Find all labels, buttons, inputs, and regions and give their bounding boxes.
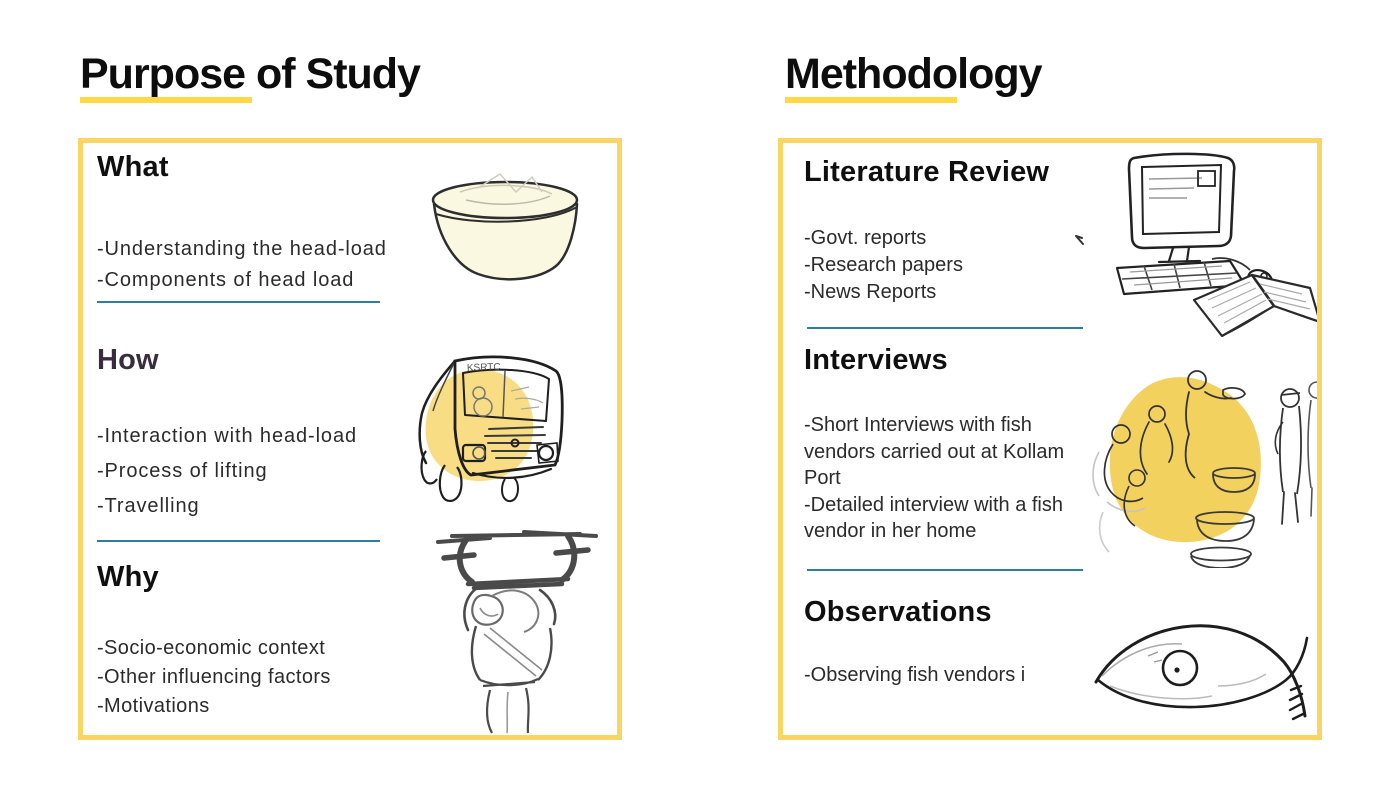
list-item: -Research papers — [804, 254, 963, 276]
list-item: -Interaction with head-load — [97, 425, 357, 447]
section-heading-how: How — [97, 344, 159, 376]
observations-items: -Observing fish vendors i — [804, 662, 1025, 689]
computer-and-book-sketch — [1072, 148, 1317, 344]
list-item: -Observing fish vendors i — [804, 664, 1026, 686]
list-item: -Govt. reports — [804, 227, 927, 249]
methodology-panel: Literature Review -Govt. reports -Resear… — [778, 138, 1322, 740]
list-item: -News Reports — [804, 281, 937, 303]
list-item: -Understanding the head-load — [97, 238, 387, 260]
list-item: -Travelling — [97, 495, 200, 517]
list-item: -Process of lifting — [97, 460, 268, 482]
list-item: -Motivations — [97, 695, 210, 717]
list-item: -Components of head load — [97, 269, 355, 291]
methodology-title: Methodology — [785, 50, 1043, 98]
purpose-panel: What -Understanding the head-load -Compo… — [78, 138, 622, 740]
section-heading-what: What — [97, 151, 169, 183]
literature-review-items: -Govt. reports -Research papers -News Re… — [804, 225, 963, 306]
list-item: -Detailed interview with a fish vendor i… — [804, 493, 1063, 543]
what-items: -Understanding the head-load -Components… — [97, 234, 387, 296]
divider — [97, 540, 380, 542]
list-item: -Short Interviews with fish vendors carr… — [804, 414, 1065, 489]
interviews-items: -Short Interviews with fish vendors carr… — [804, 412, 1100, 545]
divider — [807, 327, 1083, 329]
section-heading-observations: Observations — [804, 596, 992, 628]
purpose-title-underline — [80, 97, 252, 103]
section-heading-why: Why — [97, 561, 159, 593]
methodology-title-underline — [785, 97, 957, 103]
purpose-title: Purpose of Study — [80, 50, 421, 98]
basket-sketch — [420, 162, 580, 297]
list-item: -Other influencing factors — [97, 666, 331, 688]
why-items: -Socio-economic context -Other influenci… — [97, 634, 331, 721]
bus-signboard-label: KSRTC — [467, 362, 501, 374]
fish-vendors-market-sketch — [1085, 362, 1317, 568]
fish-sketch — [1088, 594, 1312, 732]
divider — [97, 301, 380, 303]
section-heading-literature-review: Literature Review — [804, 156, 1050, 188]
bus-sketch: KSRTC — [393, 333, 588, 505]
section-heading-interviews: Interviews — [804, 344, 948, 376]
list-item: -Socio-economic context — [97, 637, 326, 659]
head-load-carrier-sketch — [428, 528, 600, 735]
divider — [807, 569, 1083, 571]
how-items: -Interaction with head-load -Process of … — [97, 419, 357, 524]
